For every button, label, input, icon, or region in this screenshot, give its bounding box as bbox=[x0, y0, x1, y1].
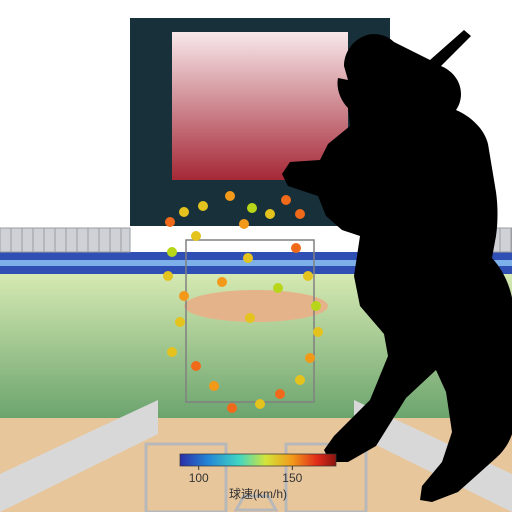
colorbar-tick: 150 bbox=[282, 471, 302, 485]
pitch-marker bbox=[191, 361, 201, 371]
pitch-marker bbox=[191, 231, 201, 241]
pitch-marker bbox=[167, 247, 177, 257]
pitch-marker bbox=[198, 201, 208, 211]
pitch-marker bbox=[227, 403, 237, 413]
pitch-marker bbox=[163, 271, 173, 281]
pitch-marker bbox=[245, 313, 255, 323]
pitch-marker bbox=[209, 381, 219, 391]
pitch-marker bbox=[247, 203, 257, 213]
pitch-marker bbox=[167, 347, 177, 357]
pitch-marker bbox=[305, 353, 315, 363]
pitch-marker bbox=[225, 191, 235, 201]
pitch-marker bbox=[179, 291, 189, 301]
pitch-marker bbox=[295, 209, 305, 219]
pitch-marker bbox=[295, 375, 305, 385]
pitch-marker bbox=[179, 207, 189, 217]
pitch-marker bbox=[243, 253, 253, 263]
pitch-marker bbox=[165, 217, 175, 227]
colorbar-label: 球速(km/h) bbox=[229, 487, 287, 501]
pitch-marker bbox=[281, 195, 291, 205]
pitch-marker bbox=[255, 399, 265, 409]
pitch-marker bbox=[291, 243, 301, 253]
colorbar-tick: 100 bbox=[189, 471, 209, 485]
velocity-colorbar bbox=[180, 454, 336, 466]
pitch-location-chart: 100 150 球速(km/h) bbox=[0, 0, 512, 512]
pitch-marker bbox=[311, 301, 321, 311]
pitch-marker bbox=[313, 327, 323, 337]
pitch-marker bbox=[175, 317, 185, 327]
pitch-marker bbox=[275, 389, 285, 399]
pitch-marker bbox=[265, 209, 275, 219]
pitch-marker bbox=[273, 283, 283, 293]
pitch-marker bbox=[303, 271, 313, 281]
pitchers-mound bbox=[184, 290, 328, 322]
pitch-marker bbox=[217, 277, 227, 287]
pitch-marker bbox=[239, 219, 249, 229]
